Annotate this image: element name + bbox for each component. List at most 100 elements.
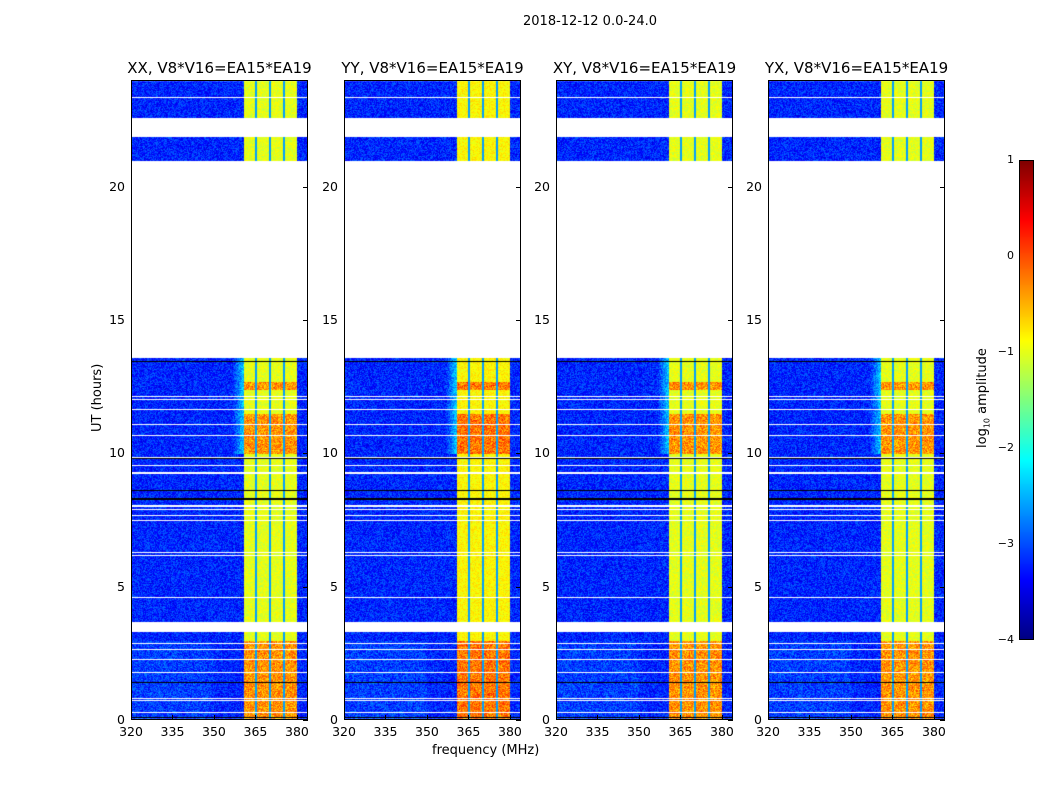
y-tick-mark — [728, 320, 733, 321]
x-tick-mark — [213, 715, 215, 720]
y-tick-mark — [303, 453, 308, 455]
x-tick-label: 365 — [456, 724, 481, 739]
panel-frame-3 — [556, 80, 733, 720]
y-tick-mark — [516, 320, 521, 321]
y-tick-mark — [516, 720, 521, 721]
panel-title-2: YY, V8*V16=EA15*EA19 — [341, 59, 524, 77]
x-tick-mark — [426, 715, 428, 720]
x-tick-mark — [933, 715, 935, 720]
y-tick-label: 20 — [109, 178, 125, 194]
x-tick-label: 335 — [373, 724, 398, 739]
x-tick-label: 335 — [797, 724, 822, 739]
y-tick-label: 0 — [542, 712, 550, 727]
y-tick-label: 10 — [109, 445, 125, 461]
y-tick-mark — [516, 453, 521, 455]
x-tick-mark — [680, 715, 682, 720]
x-tick-label: 365 — [243, 724, 268, 739]
y-tick-mark — [940, 720, 945, 721]
y-tick-mark — [303, 320, 308, 321]
y-tick-label: 0 — [330, 712, 338, 727]
colorbar-label-sub: 10 — [982, 417, 992, 429]
y-tick-mark — [303, 586, 308, 588]
colorbar-frame — [1019, 160, 1034, 640]
x-tick-label: 320 — [756, 724, 780, 739]
x-tick-mark — [344, 715, 345, 720]
x-tick-label: 380 — [498, 724, 522, 739]
y-tick-label: 5 — [330, 578, 338, 594]
x-tick-mark — [850, 715, 852, 720]
colorbar-tick-label: −1 — [997, 345, 1014, 358]
x-tick-label: 320 — [332, 724, 356, 739]
panel-frame-4 — [768, 80, 945, 720]
x-tick-mark — [468, 715, 470, 720]
y-tick-label: 10 — [322, 445, 338, 461]
y-tick-label: 15 — [534, 312, 550, 327]
x-tick-label: 350 — [415, 724, 439, 739]
x-tick-label: 365 — [880, 724, 905, 739]
y-tick-mark — [728, 453, 733, 455]
x-tick-label: 350 — [202, 724, 226, 739]
panel-title-1: XX, V8*V16=EA15*EA19 — [127, 59, 312, 77]
y-tick-label: 20 — [322, 178, 338, 194]
y-tick-label: 15 — [746, 312, 762, 327]
x-tick-label: 365 — [668, 724, 693, 739]
x-tick-label: 335 — [585, 724, 610, 739]
colorbar-label-main: log — [975, 428, 990, 448]
y-tick-mark — [940, 453, 945, 455]
x-tick-label: 320 — [544, 724, 568, 739]
x-tick-mark — [172, 715, 174, 720]
y-tick-label: 10 — [746, 445, 762, 461]
x-tick-mark — [892, 715, 894, 720]
x-tick-label: 380 — [922, 724, 946, 739]
y-tick-label: 5 — [542, 578, 550, 594]
figure-title: 2018-12-12 0.0-24.0 — [523, 14, 657, 29]
spectrogram-image-2 — [344, 80, 521, 720]
y-tick-mark — [303, 720, 308, 721]
y-tick-label: 0 — [754, 712, 762, 727]
x-tick-mark — [809, 715, 811, 720]
x-tick-mark — [255, 715, 257, 720]
colorbar-tick-label: −2 — [997, 441, 1014, 454]
y-tick-mark — [516, 586, 521, 588]
x-tick-mark — [296, 715, 298, 720]
panel-frame-2 — [344, 80, 521, 720]
y-tick-label: 0 — [117, 712, 125, 727]
spectrogram-image-4 — [768, 80, 945, 720]
spectrogram-image-3 — [556, 80, 733, 720]
y-tick-mark — [728, 186, 733, 188]
panel-frame-1 — [131, 80, 308, 720]
y-axis-label: UT (hours) — [90, 363, 105, 432]
x-tick-label: 380 — [285, 724, 309, 739]
y-tick-label: 15 — [322, 312, 338, 327]
y-tick-mark — [728, 720, 733, 721]
colorbar-tick-label: −4 — [997, 633, 1014, 646]
x-tick-mark — [385, 715, 387, 720]
colorbar-tick-label: 0 — [1007, 249, 1014, 262]
x-tick-label: 350 — [627, 724, 651, 739]
y-tick-label: 10 — [534, 445, 550, 461]
y-tick-mark — [303, 186, 308, 188]
y-tick-label: 20 — [534, 178, 550, 194]
x-axis-label: frequency (MHz) — [432, 743, 540, 758]
colorbar-label-rest: amplitude — [975, 348, 990, 418]
y-tick-mark — [940, 186, 945, 188]
x-tick-mark — [768, 715, 769, 720]
x-tick-label: 335 — [160, 724, 185, 739]
y-tick-mark — [728, 586, 733, 588]
x-tick-mark — [556, 715, 557, 720]
x-tick-mark — [721, 715, 723, 720]
colorbar-tick-label: −3 — [997, 537, 1014, 550]
y-tick-label: 5 — [754, 578, 762, 594]
x-tick-label: 320 — [119, 724, 143, 739]
y-tick-mark — [940, 320, 945, 321]
y-tick-label: 15 — [109, 312, 125, 327]
colorbar-tick-label: 1 — [1007, 153, 1014, 166]
x-tick-mark — [597, 715, 599, 720]
x-tick-mark — [131, 715, 132, 720]
x-tick-label: 380 — [710, 724, 734, 739]
x-tick-mark — [638, 715, 640, 720]
y-tick-label: 20 — [746, 178, 762, 194]
colorbar-label: log10 amplitude — [975, 348, 992, 448]
panel-title-4: YX, V8*V16=EA15*EA19 — [764, 59, 949, 77]
